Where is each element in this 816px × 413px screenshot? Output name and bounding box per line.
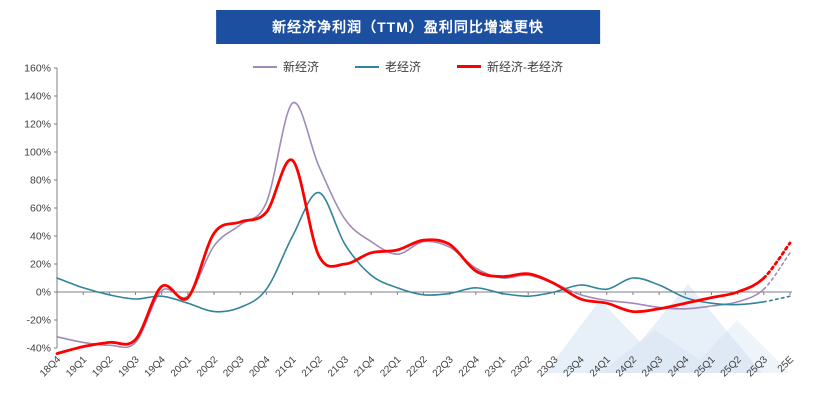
y-axis-tick-label: -20%: [26, 315, 51, 327]
series-line-0: [56, 101, 765, 349]
series-line-2-forecast: [762, 241, 792, 280]
x-axis-tick-label: 22Q2: [405, 354, 430, 379]
chart-title: 新经济净利润（TTM）盈利同比增速更快: [216, 10, 600, 44]
old-economy-line-swatch: [355, 65, 379, 68]
legend-item-diff: 新经济-老经济: [457, 58, 563, 75]
legend-item-old-economy: 老经济: [355, 58, 421, 75]
x-axis-tick-label: 19Q4: [143, 354, 168, 379]
watermark-shape: [545, 284, 762, 373]
diff-line-swatch: [457, 65, 482, 68]
x-axis-tick-label: 21Q1: [274, 354, 299, 379]
x-axis-tick-label: 22Q1: [378, 354, 403, 379]
x-axis-tick-label: 20Q4: [247, 354, 272, 379]
legend-item-new-economy: 新经济: [252, 58, 319, 75]
x-axis-tick-label: 19Q1: [64, 354, 89, 379]
x-axis-tick-label: 19Q2: [90, 354, 115, 379]
y-axis-tick-label: 120%: [24, 119, 51, 131]
y-axis-tick-label: 140%: [24, 91, 51, 103]
series-line-1-forecast: [763, 295, 791, 303]
x-axis-tick-label: 22Q4: [457, 354, 482, 379]
x-axis-tick-label: 20Q2: [195, 354, 220, 379]
x-axis-tick-label: 20Q1: [169, 354, 194, 379]
x-axis-tick-label: 19Q3: [117, 354, 142, 379]
y-axis-tick-label: 80%: [30, 175, 51, 187]
x-axis-tick-label: 21Q4: [352, 354, 377, 379]
legend-label-old-economy: 老经济: [385, 60, 422, 74]
legend-label-diff: 新经济-老经济: [487, 60, 564, 74]
watermark-shape: [600, 320, 790, 373]
series-line-1: [56, 191, 765, 313]
x-axis-tick-label: 21Q3: [326, 354, 351, 379]
y-axis-tick-label: 0%: [36, 287, 51, 299]
x-axis-tick-label: 18Q4: [38, 354, 63, 379]
series-line-0-forecast: [763, 252, 791, 290]
y-axis-tick-label: 20%: [30, 259, 51, 271]
x-axis-tick-label: 23Q2: [509, 354, 534, 379]
x-axis-tick-label: 22Q3: [431, 354, 456, 379]
y-axis-tick-label: 160%: [24, 63, 51, 75]
series-line-2: [55, 158, 766, 355]
x-axis-tick-label: 23Q1: [483, 354, 508, 379]
y-axis-tick-label: 60%: [30, 203, 51, 215]
new-economy-line-swatch: [252, 65, 277, 68]
legend: 新经济 老经济 新经济-老经济: [0, 58, 816, 75]
y-axis-tick-label: 40%: [30, 231, 51, 243]
x-axis-tick-label: 21Q2: [300, 354, 325, 379]
y-axis-tick-label: 100%: [24, 147, 51, 159]
legend-label-new-economy: 新经济: [282, 60, 319, 74]
y-axis-tick-label: -40%: [26, 343, 51, 355]
x-axis-tick-label: 20Q3: [221, 354, 246, 379]
